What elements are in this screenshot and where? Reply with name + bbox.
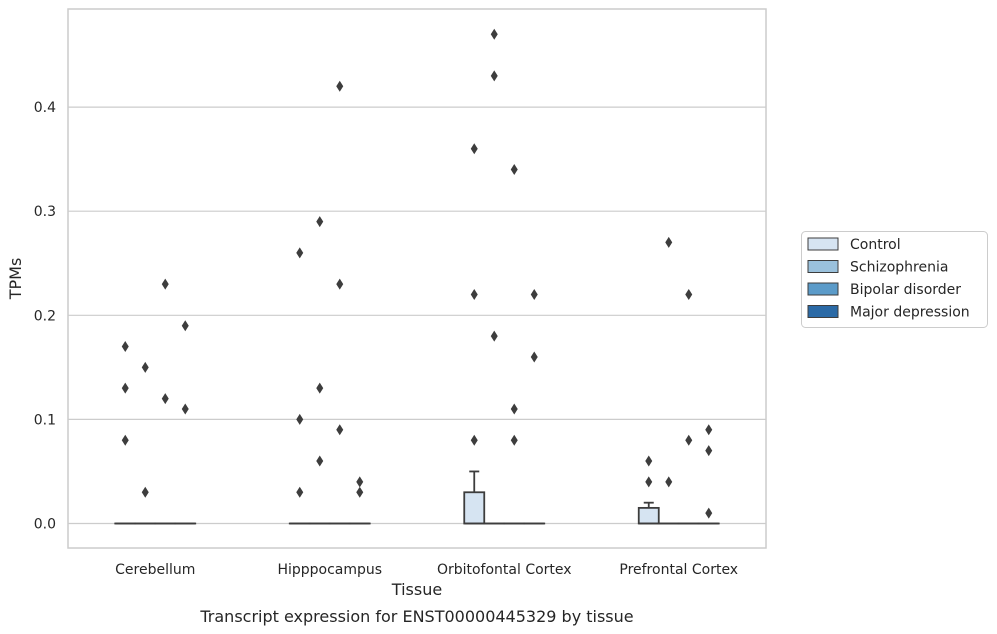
outlier-point (356, 486, 364, 498)
outlier-point (645, 455, 653, 467)
legend-item: Schizophrenia (807, 260, 948, 276)
outlier-point (685, 434, 693, 446)
outlier-point (316, 216, 324, 228)
y-axis-label: TPMs (6, 258, 25, 301)
legend-item: Control (807, 237, 901, 253)
x-axis-label: Tissue (391, 580, 442, 599)
outlier-point (141, 486, 149, 498)
outlier-point (296, 247, 304, 259)
box-body (637, 506, 660, 525)
outlier-point (510, 164, 518, 176)
legend-swatch (807, 282, 839, 296)
legend-swatch (807, 305, 839, 318)
outlier-point (181, 320, 189, 332)
box-series (114, 470, 720, 525)
outlier-point (645, 476, 653, 488)
outlier-point (490, 330, 498, 342)
outlier-point (181, 403, 189, 415)
outlier-point (665, 236, 673, 248)
outlier-point (141, 361, 149, 373)
legend-swatch (807, 237, 839, 251)
legend-item: Major depression (807, 305, 970, 321)
x-tick-label: Prefrontal Cortex (619, 562, 738, 578)
outlier-point (470, 288, 478, 300)
outlier-point (705, 424, 713, 436)
x-tick-label: Orbitofontal Cortex (437, 562, 572, 578)
outlier-point (121, 434, 129, 446)
outlier-point (490, 28, 498, 40)
outlier-point (490, 70, 498, 82)
chart-caption: Transcript expression for ENST0000044532… (199, 607, 633, 626)
y-tick-label: 0.4 (34, 100, 56, 116)
legend-item: Bipolar disorder (807, 282, 961, 298)
legend-label: Major depression (850, 305, 970, 321)
outlier-point (705, 507, 713, 519)
outlier-points (121, 28, 713, 519)
outlier-point (336, 278, 344, 290)
x-tick-label: Hipppocampus (277, 562, 382, 578)
outlier-point (530, 351, 538, 363)
box (637, 501, 660, 525)
outlier-point (530, 288, 538, 300)
outlier-point (121, 382, 129, 394)
outlier-point (121, 341, 129, 353)
grid-lines (68, 106, 766, 525)
legend-swatch (807, 260, 839, 273)
outlier-point (161, 278, 169, 290)
outlier-point (296, 486, 304, 498)
outlier-point (705, 445, 713, 457)
outlier-point (356, 476, 364, 488)
legend-label: Bipolar disorder (850, 282, 961, 298)
outlier-point (316, 382, 324, 394)
outlier-point (336, 80, 344, 92)
box-body (463, 491, 486, 525)
outlier-point (336, 424, 344, 436)
box (463, 470, 486, 525)
y-tick-label: 0.3 (34, 204, 56, 220)
legend-frame (801, 231, 988, 328)
outlier-point (665, 476, 673, 488)
x-axis-ticks: Cerebellum Hipppocampus Orbitofontal Corte… (115, 562, 738, 578)
outlier-point (470, 434, 478, 446)
outlier-point (296, 413, 304, 425)
outlier-point (470, 143, 478, 155)
plot-frame (67, 8, 767, 549)
y-axis-ticks: 0.0 0.1 0.2 0.3 0.4 (34, 100, 56, 532)
outlier-point (316, 455, 324, 467)
y-tick-label: 0.0 (34, 517, 56, 533)
y-tick-label: 0.2 (34, 308, 56, 324)
outlier-point (510, 403, 518, 415)
outlier-point (685, 288, 693, 300)
outlier-point (161, 393, 169, 405)
y-tick-label: 0.1 (34, 412, 56, 428)
legend-label: Control (850, 237, 901, 253)
x-tick-label: Cerebellum (115, 562, 195, 578)
outlier-point (510, 434, 518, 446)
legend: Control Schizophrenia Bipolar disorder Majo… (801, 231, 988, 328)
legend-label: Schizophrenia (850, 260, 948, 276)
